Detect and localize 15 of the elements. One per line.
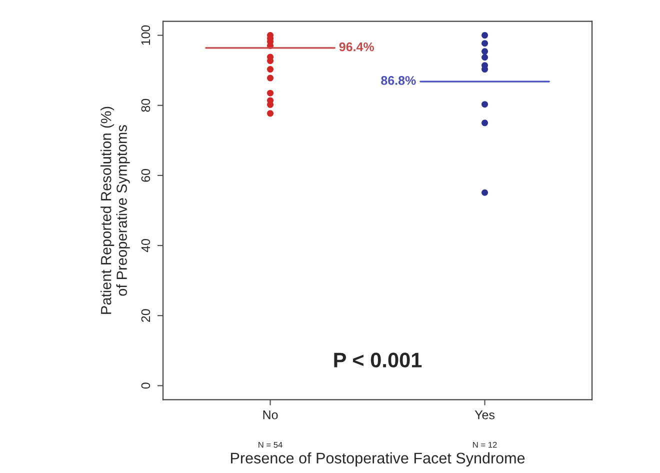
y-tick-label: 20 — [141, 309, 150, 322]
y-axis-title: Patient Reported Resolution (%) of Preoperative Symptoms — [100, 106, 130, 314]
x-tick-label: No — [263, 410, 278, 420]
y-tick-label: 80 — [141, 98, 150, 112]
y-tick-label: 100 — [141, 25, 150, 45]
x-axis-title: Presence of Postoperative Facet Syndrome — [231, 452, 525, 467]
y-tick-label: 0 — [141, 382, 150, 389]
ref-line-label: 96.4% — [339, 42, 374, 52]
text: N = 54 — [258, 442, 282, 448]
text: N = 12 — [473, 442, 497, 448]
ref-line-label: 86.8% — [381, 76, 416, 85]
annotation: P < 0.001 — [334, 352, 422, 368]
y-tick-label: 60 — [141, 168, 150, 182]
y-tick-label: 40 — [141, 239, 150, 252]
x-tick-label: Yes — [474, 410, 495, 420]
